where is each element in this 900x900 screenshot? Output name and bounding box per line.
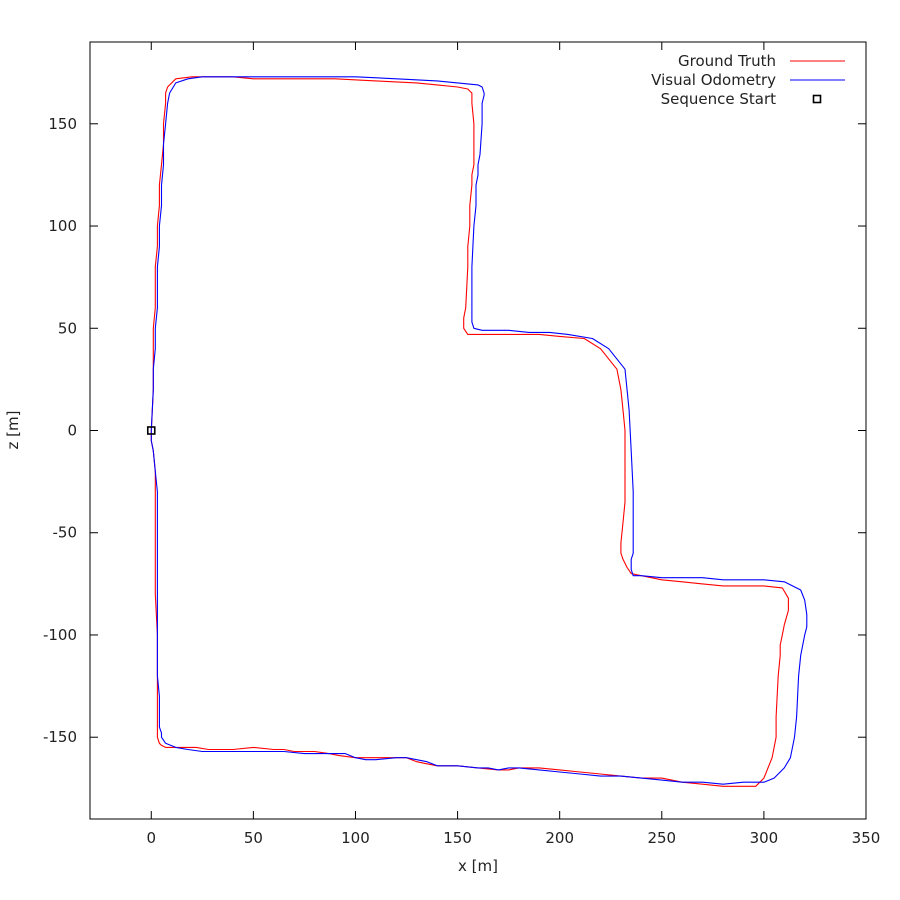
marker-layer — [146, 426, 156, 435]
series-layer — [150, 76, 808, 787]
x-tick-label: 100 — [341, 829, 370, 847]
legend-label: Sequence Start — [661, 90, 777, 108]
series-line-ground-truth — [150, 76, 789, 787]
ticks-layer: 0 50 100 150 200 250 300 350 -150 -100 -50 0 50 100 15… — [43, 42, 880, 847]
y-tick-label: 150 — [48, 115, 77, 133]
y-tick-label: 0 — [67, 422, 77, 440]
x-tick-label: 350 — [852, 829, 881, 847]
x-tick-label: 250 — [647, 829, 676, 847]
y-tick-label: -100 — [43, 626, 77, 644]
y-tick-label: 100 — [48, 217, 77, 235]
sequence-start-marker — [146, 426, 156, 435]
y-tick-label: -50 — [53, 524, 78, 542]
x-tick-label: 0 — [146, 829, 156, 847]
y-tick-label: 50 — [58, 319, 77, 337]
legend-label: Visual Odometry — [651, 71, 776, 89]
y-tick-label: -150 — [43, 728, 77, 746]
x-tick-label: 50 — [244, 829, 263, 847]
y-axis-label: z [m] — [4, 411, 22, 450]
plot-frame — [89, 41, 867, 820]
x-tick-label: 200 — [545, 829, 574, 847]
series-line-visual-odometry — [150, 76, 808, 785]
legend-label: Ground Truth — [678, 52, 776, 70]
legend-swatch-square — [812, 94, 822, 104]
x-tick-label: 150 — [443, 829, 472, 847]
x-axis-label: x [m] — [458, 857, 498, 875]
x-tick-label: 300 — [750, 829, 779, 847]
